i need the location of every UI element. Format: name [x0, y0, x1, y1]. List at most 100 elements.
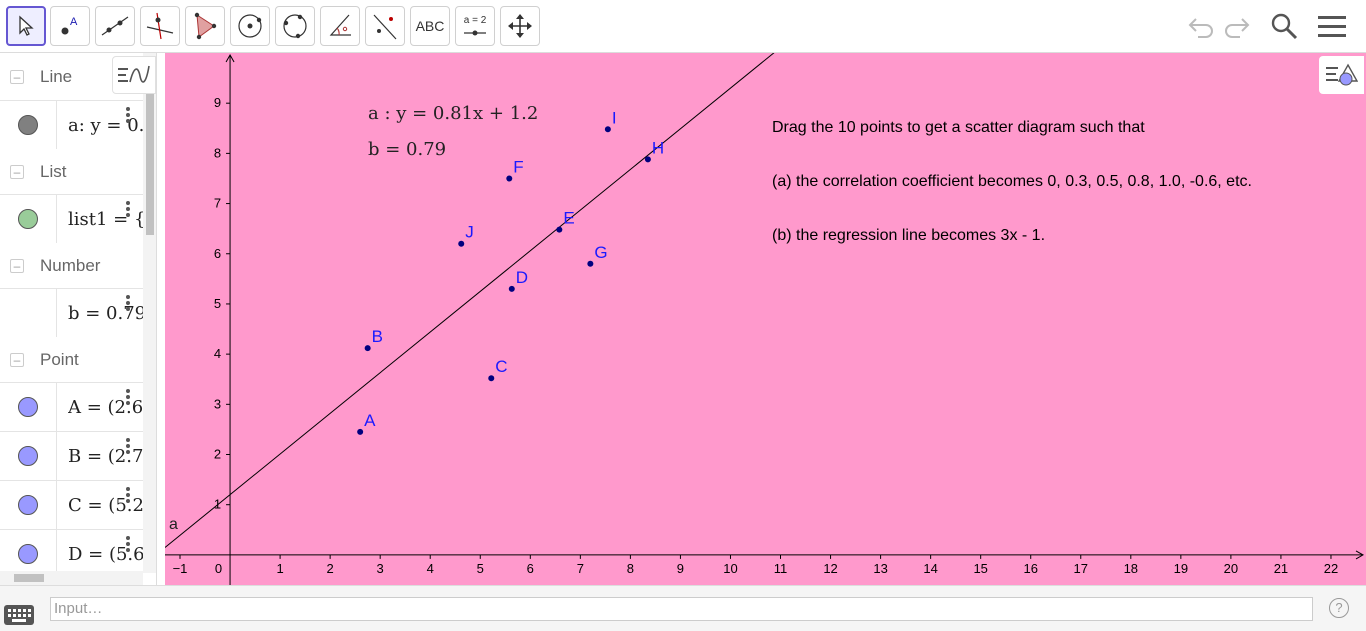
point-label-d: D: [516, 268, 528, 287]
perpendicular-line-icon: [146, 12, 174, 40]
point-label-f: F: [513, 157, 523, 176]
equation-a-text[interactable]: a : y = 0.81x + 1.2: [368, 103, 538, 124]
point-label-i: I: [612, 108, 617, 127]
category-list[interactable]: – List: [0, 148, 143, 196]
scrollbar-thumb[interactable]: [146, 57, 154, 235]
origin-label: 0: [215, 561, 222, 576]
visibility-toggle-icon[interactable]: [18, 446, 38, 466]
y-tick-label: 8: [214, 145, 221, 160]
x-tick-label: 2: [327, 561, 334, 576]
x-tick-label: 1: [276, 561, 283, 576]
visibility-toggle-icon[interactable]: [18, 397, 38, 417]
algebra-item-text[interactable]: B = (2.7: [68, 446, 143, 467]
circle-center-point-tool-button[interactable]: [230, 6, 270, 46]
more-options-icon[interactable]: [125, 389, 131, 409]
more-options-icon[interactable]: [125, 536, 131, 556]
point-j[interactable]: [458, 240, 465, 247]
more-options-icon[interactable]: [125, 438, 131, 458]
point-h[interactable]: [644, 156, 651, 163]
point-a[interactable]: [357, 428, 364, 435]
redo-button[interactable]: [1221, 10, 1253, 42]
coordinate-plane[interactable]: −1 1 2 3 4 5 6 7 8 9 10 11 12 13 14 15 16 17 18 19 20 21 22012…: [165, 53, 1366, 585]
algebra-item-point-c[interactable]: C = (5.2: [0, 480, 143, 529]
move-tool-button[interactable]: [6, 6, 46, 46]
point-i[interactable]: [604, 126, 611, 133]
category-label: Number: [40, 256, 101, 275]
more-options-icon[interactable]: [125, 107, 131, 127]
perpendicular-line-tool-button[interactable]: [140, 6, 180, 46]
point-e[interactable]: [556, 226, 563, 233]
algebra-item-text[interactable]: b = 0.79: [68, 303, 143, 324]
search-icon: [1271, 13, 1298, 40]
category-point[interactable]: – Point: [0, 336, 143, 384]
collapse-icon[interactable]: –: [10, 70, 24, 84]
category-number[interactable]: – Number: [0, 242, 143, 290]
point-g[interactable]: [587, 260, 594, 267]
x-tick-label: 7: [577, 561, 584, 576]
algebra-item-list1[interactable]: list1 = {(: [0, 194, 143, 243]
point-label-j: J: [465, 223, 474, 242]
move-graphics-view-tool-button[interactable]: [500, 6, 540, 46]
keyboard-icon[interactable]: [4, 605, 34, 625]
line-icon: [101, 16, 129, 36]
point-label-e: E: [563, 209, 574, 228]
algebra-item-text[interactable]: A = (2.6: [68, 397, 143, 418]
visibility-toggle-icon[interactable]: [18, 209, 38, 229]
algebra-item-text[interactable]: a: y = 0.: [68, 115, 143, 136]
text-tool-button[interactable]: ABC: [410, 6, 450, 46]
main-menu-button[interactable]: [1316, 10, 1348, 42]
value-b-text[interactable]: b = 0.79: [368, 139, 446, 160]
collapse-icon[interactable]: –: [10, 165, 24, 179]
x-tick-label: 8: [627, 561, 634, 576]
slider-icon: [464, 30, 486, 36]
x-tick-label: 20: [1224, 561, 1238, 576]
graphics-view[interactable]: −1 1 2 3 4 5 6 7 8 9 10 11 12 13 14 15 16 17 18 19 20 21 22 0 1 2…: [165, 53, 1366, 585]
circle-three-points-tool-button[interactable]: [275, 6, 315, 46]
more-options-icon[interactable]: [125, 201, 131, 221]
point-tool-button[interactable]: A: [50, 6, 90, 46]
scrollbar-thumb[interactable]: [14, 574, 44, 582]
algebra-item-number-b[interactable]: b = 0.79: [0, 288, 143, 337]
visibility-toggle-icon[interactable]: [18, 115, 38, 135]
angle-icon: [329, 14, 351, 36]
collapse-icon[interactable]: –: [10, 353, 24, 367]
y-tick-label: 4: [214, 346, 221, 361]
algebra-item-text[interactable]: C = (5.2: [68, 495, 143, 516]
graphics-style-bar-toggle[interactable]: [1319, 56, 1364, 94]
help-icon[interactable]: ?: [1329, 598, 1349, 618]
x-tick-label: 4: [427, 561, 434, 576]
polygon-tool-button[interactable]: [185, 6, 225, 46]
point-d[interactable]: [508, 285, 515, 292]
point-label-a: A: [364, 411, 376, 430]
instruction-line-1: Drag the 10 points to get a scatter diag…: [772, 119, 1145, 136]
angle-tool-button[interactable]: [320, 6, 360, 46]
algebra-vertical-scrollbar[interactable]: [143, 53, 156, 573]
input-field[interactable]: Input…: [50, 597, 1313, 621]
line-a-label: a: [169, 516, 178, 533]
algebra-horizontal-scrollbar[interactable]: [0, 571, 143, 585]
algebra-item-text[interactable]: D = (5.6: [68, 544, 143, 565]
visibility-toggle-icon[interactable]: [18, 495, 38, 515]
more-options-icon[interactable]: [125, 487, 131, 507]
y-tick-label: 2: [214, 447, 221, 462]
algebra-item-point-b[interactable]: B = (2.7: [0, 431, 143, 480]
point-b[interactable]: [364, 345, 371, 352]
algebra-item-text[interactable]: list1 = {(: [68, 209, 143, 230]
algebra-item-point-a[interactable]: A = (2.6: [0, 382, 143, 431]
algebra-style-bar-toggle[interactable]: [112, 56, 156, 94]
line-tool-button[interactable]: [95, 6, 135, 46]
point-c[interactable]: [488, 375, 495, 382]
collapse-icon[interactable]: –: [10, 259, 24, 273]
point-f[interactable]: [506, 175, 513, 182]
slider-tool-button[interactable]: a = 2: [455, 6, 495, 46]
undo-button[interactable]: [1185, 10, 1217, 42]
reflect-tool-button[interactable]: [365, 6, 405, 46]
algebra-item-line-a[interactable]: a: y = 0.: [0, 100, 143, 149]
search-button[interactable]: [1268, 10, 1300, 42]
more-options-icon[interactable]: [125, 295, 131, 315]
category-line[interactable]: – Line: [0, 53, 143, 101]
y-tick-label: 9: [214, 95, 221, 110]
regression-line-a[interactable]: [165, 53, 1366, 548]
algebra-item-point-d[interactable]: D = (5.6: [0, 529, 143, 578]
visibility-toggle-icon[interactable]: [18, 544, 38, 564]
